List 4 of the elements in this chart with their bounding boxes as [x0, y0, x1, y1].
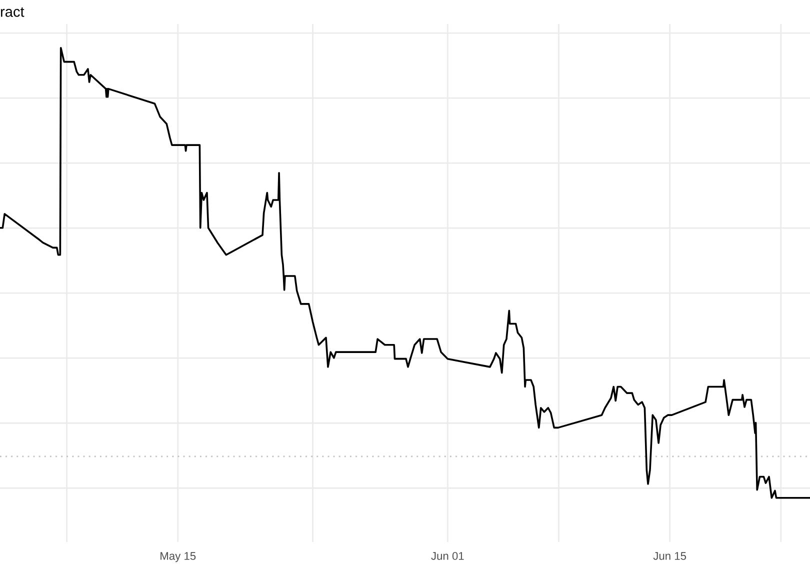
x-tick-label: Jun 01 — [431, 552, 464, 560]
x-tick-label: Jun 15 — [653, 552, 686, 560]
x-tick-label: May 15 — [160, 552, 196, 562]
chart-title: ract — [0, 7, 24, 17]
